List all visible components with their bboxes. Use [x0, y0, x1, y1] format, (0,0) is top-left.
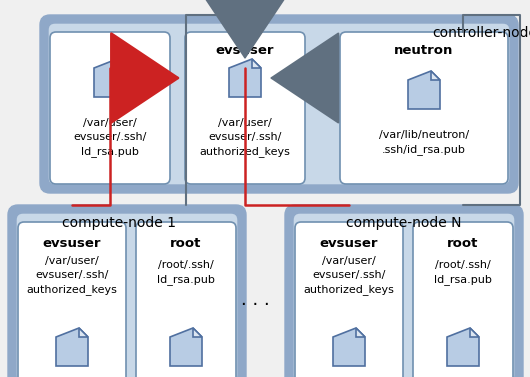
FancyBboxPatch shape	[50, 32, 170, 184]
Text: evsuser/.ssh/: evsuser/.ssh/	[312, 270, 386, 280]
FancyBboxPatch shape	[8, 205, 246, 377]
Text: .ssh/id_rsa.pub: .ssh/id_rsa.pub	[382, 144, 466, 155]
Text: root: root	[447, 237, 479, 250]
Text: ld_rsa.pub: ld_rsa.pub	[81, 146, 139, 157]
FancyBboxPatch shape	[413, 222, 513, 377]
FancyBboxPatch shape	[48, 23, 510, 185]
Polygon shape	[79, 328, 88, 337]
FancyBboxPatch shape	[295, 222, 403, 377]
Text: compute-node N: compute-node N	[346, 216, 462, 230]
Polygon shape	[431, 71, 440, 80]
Text: authorized_keys: authorized_keys	[200, 146, 290, 157]
Text: ld_rsa.pub: ld_rsa.pub	[434, 274, 492, 285]
Polygon shape	[117, 59, 126, 68]
FancyBboxPatch shape	[40, 15, 518, 193]
FancyBboxPatch shape	[293, 213, 515, 377]
Text: root: root	[170, 237, 202, 250]
Polygon shape	[333, 328, 365, 366]
Text: evsuser/.ssh/: evsuser/.ssh/	[208, 132, 281, 142]
Text: neutron: neutron	[394, 44, 454, 57]
Polygon shape	[252, 59, 261, 68]
FancyBboxPatch shape	[18, 222, 126, 377]
FancyBboxPatch shape	[340, 32, 508, 184]
FancyBboxPatch shape	[285, 205, 523, 377]
Text: evsuser: evsuser	[43, 237, 101, 250]
Polygon shape	[56, 328, 88, 366]
FancyBboxPatch shape	[185, 32, 305, 184]
Text: evsuser: evsuser	[216, 44, 274, 57]
Polygon shape	[470, 328, 479, 337]
Polygon shape	[356, 328, 365, 337]
Polygon shape	[408, 71, 440, 109]
Text: controller-node: controller-node	[432, 26, 530, 40]
Text: /var/user/: /var/user/	[45, 256, 99, 266]
Text: /var/user/: /var/user/	[218, 118, 272, 128]
FancyBboxPatch shape	[136, 222, 236, 377]
Text: ld_rsa.pub: ld_rsa.pub	[157, 274, 215, 285]
Text: authorized_keys: authorized_keys	[26, 284, 118, 295]
Polygon shape	[193, 328, 202, 337]
Text: /var/user/: /var/user/	[322, 256, 376, 266]
Text: compute-node 1: compute-node 1	[62, 216, 176, 230]
Text: evsuser/.ssh/: evsuser/.ssh/	[73, 132, 147, 142]
Text: /root/.ssh/: /root/.ssh/	[435, 260, 491, 270]
Text: /root/.ssh/: /root/.ssh/	[158, 260, 214, 270]
FancyBboxPatch shape	[16, 213, 238, 377]
Polygon shape	[170, 328, 202, 366]
Text: /var/user/: /var/user/	[83, 118, 137, 128]
Polygon shape	[94, 59, 126, 97]
Text: evsuser: evsuser	[320, 237, 378, 250]
Polygon shape	[229, 59, 261, 97]
Text: · · ·: · · ·	[241, 296, 269, 314]
Text: evsuser/.ssh/: evsuser/.ssh/	[36, 270, 109, 280]
Text: authorized_keys: authorized_keys	[304, 284, 394, 295]
Text: /var/lib/neutron/: /var/lib/neutron/	[379, 130, 469, 140]
Polygon shape	[447, 328, 479, 366]
